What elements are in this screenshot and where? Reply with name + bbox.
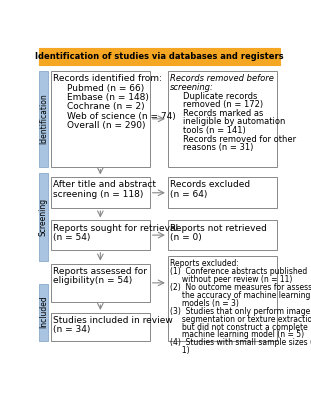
Text: (n = 0): (n = 0) — [170, 233, 202, 242]
Text: Reports assessed for: Reports assessed for — [53, 267, 147, 276]
Text: removed (n = 172): removed (n = 172) — [183, 100, 263, 109]
Text: Pubmed (n = 66): Pubmed (n = 66) — [67, 84, 145, 92]
FancyBboxPatch shape — [51, 313, 150, 341]
Text: Records identified from:: Records identified from: — [53, 74, 162, 83]
Text: Identification of studies via databases and registers: Identification of studies via databases … — [35, 52, 284, 61]
Text: screening (n = 118): screening (n = 118) — [53, 190, 144, 199]
Text: Reports not retrieved: Reports not retrieved — [170, 224, 267, 232]
Text: Reports excluded:: Reports excluded: — [170, 259, 239, 268]
FancyBboxPatch shape — [51, 71, 150, 166]
Text: Records excluded: Records excluded — [170, 180, 250, 190]
Text: (n = 34): (n = 34) — [53, 325, 91, 334]
Text: After title and abstract: After title and abstract — [53, 180, 156, 190]
Text: screening:: screening: — [170, 83, 214, 92]
Text: Records marked as: Records marked as — [183, 109, 263, 118]
Text: the accuracy of machine learning: the accuracy of machine learning — [170, 291, 311, 300]
Text: without peer review (n = 11): without peer review (n = 11) — [170, 275, 293, 284]
Text: (4)  Studies with small sample sizes (n =: (4) Studies with small sample sizes (n = — [170, 338, 311, 347]
Text: models (n = 3): models (n = 3) — [170, 299, 239, 308]
Text: Embase (n = 148): Embase (n = 148) — [67, 93, 149, 102]
FancyBboxPatch shape — [51, 220, 150, 250]
Text: ineligible by automation: ineligible by automation — [183, 118, 285, 126]
Text: Duplicate records: Duplicate records — [183, 92, 258, 100]
Text: (n = 64): (n = 64) — [170, 190, 208, 199]
FancyBboxPatch shape — [168, 177, 277, 208]
Text: but did not construct a complete: but did not construct a complete — [170, 322, 308, 332]
Text: (1)  Conference abstracts published: (1) Conference abstracts published — [170, 267, 308, 276]
Text: 1): 1) — [170, 346, 190, 355]
Text: (2)  No outcome measures for assessing: (2) No outcome measures for assessing — [170, 283, 311, 292]
Text: Overall (n = 290): Overall (n = 290) — [67, 121, 146, 130]
Text: segmentation or texture extraction: segmentation or texture extraction — [170, 314, 311, 324]
Text: machine learning model (n = 5): machine learning model (n = 5) — [170, 330, 304, 340]
Text: eligibility(n = 54): eligibility(n = 54) — [53, 276, 132, 285]
Text: Identification: Identification — [39, 94, 48, 144]
FancyBboxPatch shape — [39, 71, 48, 166]
Text: Records removed for other: Records removed for other — [183, 135, 296, 144]
FancyBboxPatch shape — [39, 48, 280, 65]
Text: (3)  Studies that only perform image: (3) Studies that only perform image — [170, 307, 310, 316]
Text: Web of science (n = 74): Web of science (n = 74) — [67, 112, 176, 121]
FancyBboxPatch shape — [168, 220, 277, 250]
Text: Included: Included — [39, 296, 48, 328]
FancyBboxPatch shape — [168, 71, 277, 166]
FancyBboxPatch shape — [51, 264, 150, 302]
Text: Reports sought for retrieval: Reports sought for retrieval — [53, 224, 179, 232]
Text: Cochrane (n = 2): Cochrane (n = 2) — [67, 102, 145, 111]
Text: Studies included in review: Studies included in review — [53, 316, 173, 325]
FancyBboxPatch shape — [39, 284, 48, 341]
Text: Screening: Screening — [39, 198, 48, 236]
FancyBboxPatch shape — [51, 177, 150, 208]
Text: tools (n = 141): tools (n = 141) — [183, 126, 246, 135]
FancyBboxPatch shape — [39, 173, 48, 260]
Text: (n = 54): (n = 54) — [53, 233, 91, 242]
Text: reasons (n = 31): reasons (n = 31) — [183, 144, 253, 152]
Text: Records removed before: Records removed before — [170, 74, 274, 83]
FancyBboxPatch shape — [168, 256, 277, 341]
